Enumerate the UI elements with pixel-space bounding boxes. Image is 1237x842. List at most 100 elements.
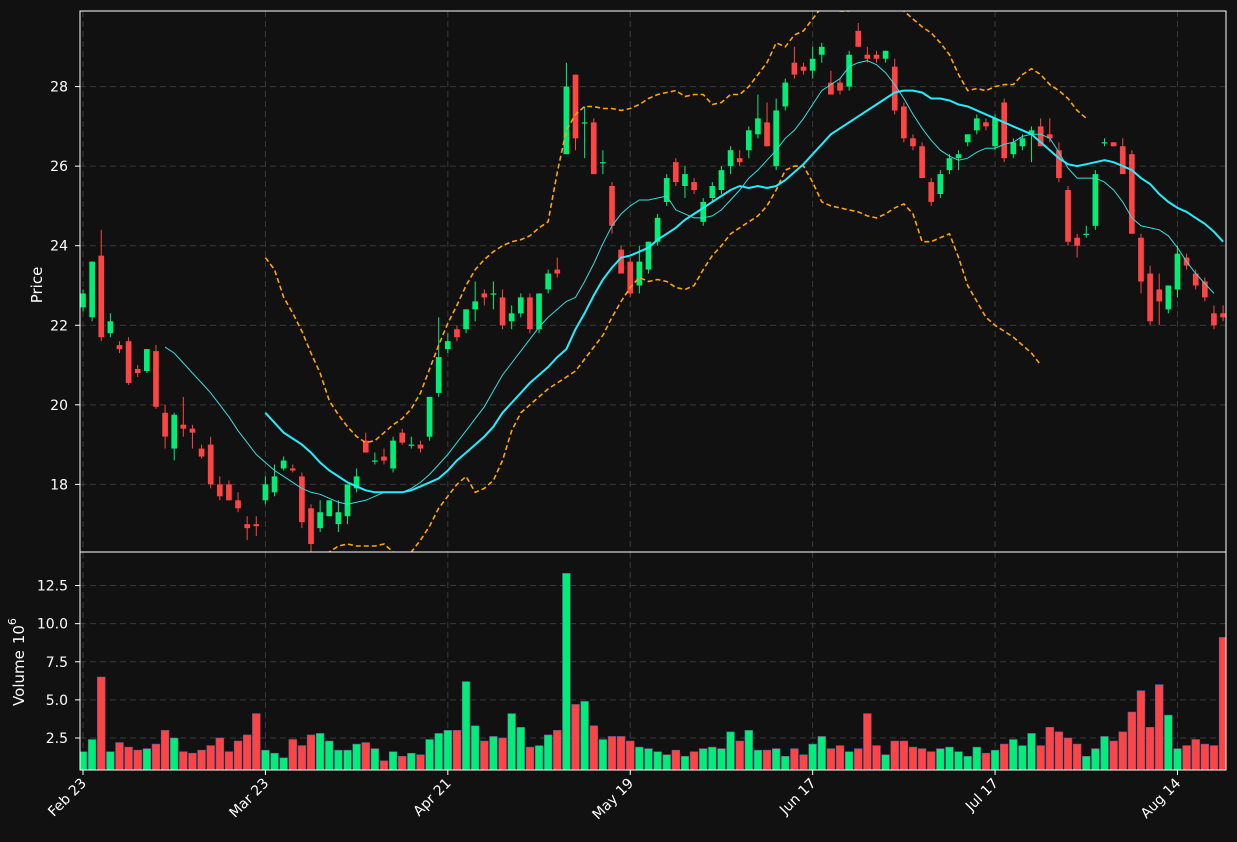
candle-body <box>417 444 424 449</box>
volume-bar <box>425 739 434 770</box>
candle-body <box>180 424 187 429</box>
candle-body <box>490 293 497 295</box>
candle-body <box>1046 134 1053 139</box>
volume-bar <box>726 731 735 770</box>
volume-bar <box>151 743 161 770</box>
price-y-tick-label: 22 <box>50 318 68 334</box>
candle-body <box>645 241 652 270</box>
volume-bar <box>516 727 525 770</box>
volume-bar <box>480 740 489 770</box>
volume-bar <box>471 725 480 770</box>
volume-bar <box>908 746 918 770</box>
candle-body <box>353 476 360 489</box>
volume-bar <box>233 740 243 770</box>
candle-body <box>308 508 314 545</box>
volume-bar <box>325 740 334 770</box>
candle-body <box>107 321 114 334</box>
candle-body <box>636 261 643 286</box>
volume-bar <box>607 736 617 770</box>
candles <box>80 11 1226 552</box>
volume-bar <box>1182 745 1191 770</box>
volume-axis-label: Volume 106 <box>6 618 28 706</box>
candle-body <box>472 301 479 310</box>
candle-body <box>873 54 880 59</box>
candle-body <box>372 460 378 462</box>
candle-body <box>527 297 533 330</box>
volume-bar <box>97 676 106 770</box>
candle-body <box>891 66 898 111</box>
volume-bar <box>1054 731 1064 770</box>
candle-body <box>663 178 670 202</box>
volume-bar <box>160 730 170 770</box>
volume-bar <box>653 751 662 770</box>
candle-body <box>864 54 871 59</box>
volume-bar <box>589 725 598 770</box>
volume-y-tick-label: 5.0 <box>46 693 68 709</box>
candle-body <box>1119 146 1126 175</box>
volume-bar <box>206 745 215 770</box>
volume-bar <box>790 748 799 770</box>
volume-bar <box>945 746 954 770</box>
candle-body <box>207 444 214 485</box>
candle-body <box>673 162 679 183</box>
volume-bar <box>106 751 115 770</box>
volume-bar <box>1009 739 1018 770</box>
volume-bar <box>671 749 681 770</box>
candle-body <box>262 484 269 501</box>
candle-body <box>1110 142 1117 147</box>
volume-y-tick-label: 10.0 <box>37 617 68 633</box>
volume-bar <box>80 751 88 770</box>
candle-body <box>299 476 305 523</box>
volume-axis-unit: 10 <box>10 625 28 644</box>
candle-body <box>1202 281 1208 298</box>
volume-bar <box>972 746 981 770</box>
volume-bar <box>279 757 288 770</box>
volume-bar <box>735 740 744 770</box>
volume-bar <box>753 749 763 770</box>
candle-body <box>454 329 460 338</box>
candle-body <box>171 414 178 449</box>
candle-body <box>1138 237 1144 282</box>
candle-body <box>1211 313 1217 326</box>
volume-bar <box>115 742 124 770</box>
volume-bar <box>881 754 890 770</box>
candle-body <box>98 255 105 338</box>
volume-bar <box>498 737 507 770</box>
volume-bar <box>771 748 781 770</box>
volume-bar <box>1045 727 1054 770</box>
candle-body <box>253 524 260 527</box>
volume-bar <box>170 737 179 770</box>
volume-bar <box>370 748 380 770</box>
candle-body <box>89 261 95 318</box>
candle-body <box>408 444 415 446</box>
volume-panel: 2.5 5.0 7.5 10.0 12.5 <box>37 551 1227 771</box>
volume-bar <box>553 730 562 770</box>
candle-body <box>144 349 150 372</box>
candle-body <box>1092 174 1099 226</box>
candle-body <box>508 313 515 322</box>
volume-bar <box>507 713 516 770</box>
candle-body <box>791 62 798 75</box>
candle-body <box>563 86 570 155</box>
volume-bar <box>954 751 963 770</box>
volume-y-tick-label: 2.5 <box>46 731 68 747</box>
candle-body <box>162 412 168 437</box>
volume-bar <box>1127 711 1137 770</box>
volume-bar <box>361 742 370 770</box>
candle-body <box>709 186 716 198</box>
candle-body <box>700 201 707 222</box>
candle-body <box>910 138 916 147</box>
candle-body <box>590 122 597 175</box>
candle-body <box>235 500 241 509</box>
volume-bar <box>1036 745 1045 770</box>
candle-body <box>125 341 132 383</box>
volume-bar <box>817 736 826 770</box>
volume-bar <box>133 749 142 770</box>
price-axis-label: Price <box>28 267 46 304</box>
volume-bar <box>635 746 644 770</box>
volume-bar <box>315 733 325 770</box>
candle-body <box>782 82 789 107</box>
candle-body <box>481 293 488 298</box>
volume-bar <box>708 746 717 770</box>
candle-body <box>855 30 862 47</box>
